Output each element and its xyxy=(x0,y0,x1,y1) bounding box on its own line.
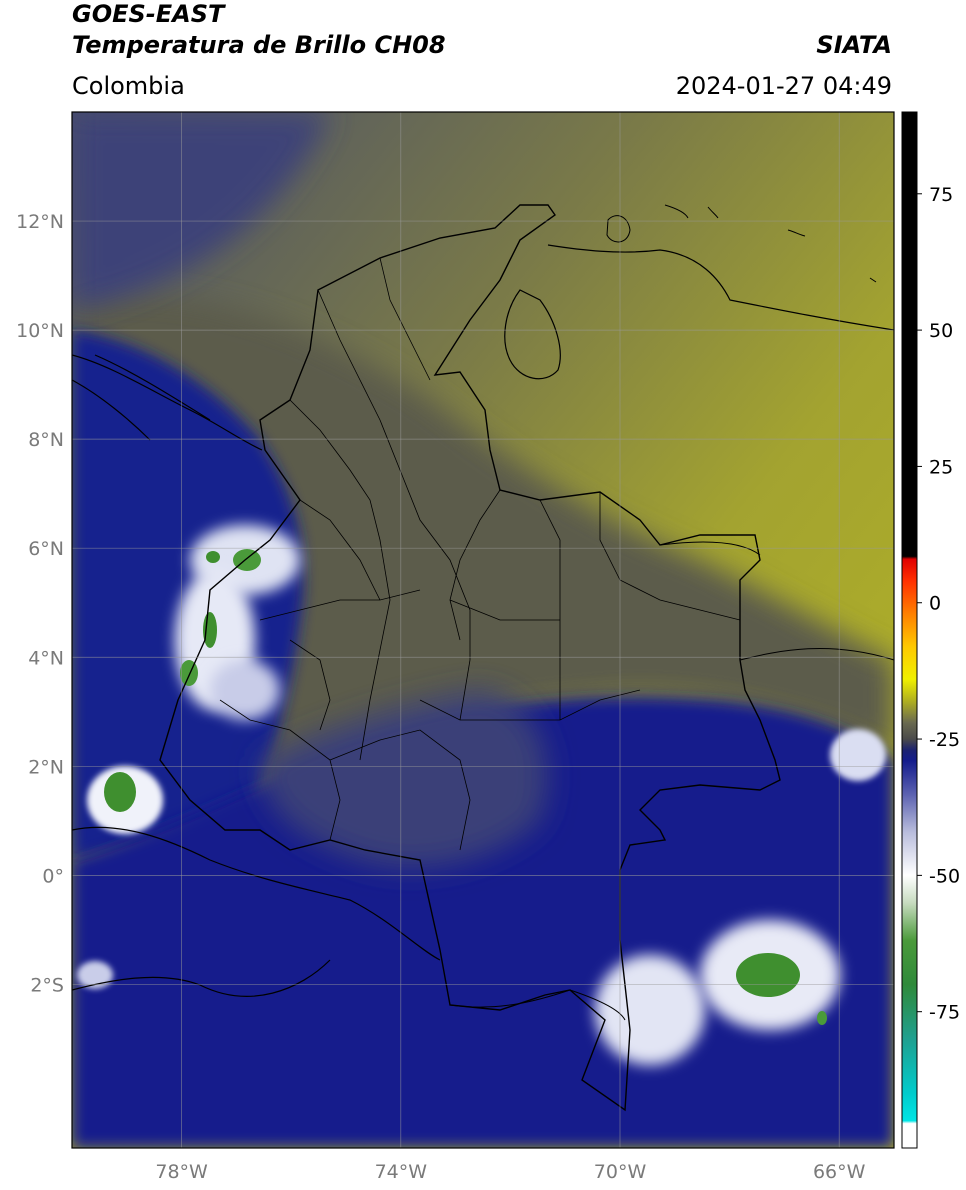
venezuela-coast xyxy=(547,244,894,331)
colorbar: 75 50 25 0 -25 -50 -75 xyxy=(901,111,960,1149)
lat-tick-label: 10°N xyxy=(16,320,64,342)
venezuela-brazil-border xyxy=(659,541,894,661)
cold-top-5 xyxy=(104,772,136,812)
colorbar-tick-label: 50 xyxy=(929,320,953,342)
convection-cell-amazon-west xyxy=(595,955,705,1065)
lon-tick-label: 78°W xyxy=(155,1161,208,1183)
longitude-tick-labels: 78°W 74°W 70°W 66°W xyxy=(155,1161,865,1183)
convection-cell-east xyxy=(830,729,886,781)
lon-tick-label: 74°W xyxy=(375,1161,428,1183)
convection-cell-coast xyxy=(210,660,280,720)
colorbar-tick-label: 0 xyxy=(929,593,941,615)
colorbar-tick-label: 75 xyxy=(929,184,953,206)
lat-tick-label: 6°N xyxy=(28,538,64,560)
cold-top-7 xyxy=(817,1011,827,1025)
cold-top-3 xyxy=(203,612,217,648)
product-title: Temperatura de Brillo CH08 xyxy=(72,31,446,59)
boundaries xyxy=(72,204,894,1112)
brightness-temperature-imagery xyxy=(72,112,894,1148)
panama-coast xyxy=(72,354,263,451)
peru-brazil-border xyxy=(449,989,626,1021)
transition-patch xyxy=(260,690,548,868)
lat-tick-label: 2°N xyxy=(28,756,64,778)
cold-top-1 xyxy=(206,551,220,563)
colorbar-gradient xyxy=(902,112,917,1148)
colombia-border xyxy=(159,204,781,1112)
cold-top-2 xyxy=(233,549,261,571)
colorbar-tick-label: -50 xyxy=(929,865,960,887)
timestamp-label: 2024-01-27 04:49 xyxy=(675,72,892,100)
latitude-tick-labels: 12°N 10°N 8°N 6°N 4°N 2°N 0° 2°S xyxy=(16,211,64,996)
cold-top-4 xyxy=(180,660,198,686)
caribbean-islands xyxy=(606,204,877,283)
colorbar-tick-label: -25 xyxy=(929,729,960,751)
colorbar-tick-label: -75 xyxy=(929,1002,960,1024)
satellite-name: GOES-EAST xyxy=(72,0,225,28)
lat-tick-label: 4°N xyxy=(28,647,64,669)
cold-top-6 xyxy=(736,953,800,997)
lon-tick-label: 70°W xyxy=(594,1161,647,1183)
agency-label: SIATA xyxy=(816,31,892,59)
lat-tick-label: 0° xyxy=(42,865,64,887)
gridlines xyxy=(72,112,894,1148)
colorbar-tick-label: 25 xyxy=(929,456,953,478)
lake-maracaibo xyxy=(504,289,561,380)
lat-tick-label: 8°N xyxy=(28,429,64,451)
lat-tick-label: 12°N xyxy=(16,211,64,233)
colorbar-frame xyxy=(901,111,918,1149)
convection-cell-sw xyxy=(77,961,113,989)
cold-nw-region xyxy=(72,112,330,310)
lon-tick-label: 66°W xyxy=(813,1161,866,1183)
region-label: Colombia xyxy=(72,72,185,100)
lat-tick-label: 2°S xyxy=(30,974,64,996)
map-frame xyxy=(71,111,895,1149)
ecuador-border xyxy=(72,826,441,997)
colorbar-ticks: 75 50 25 0 -25 -50 -75 xyxy=(917,184,960,1024)
